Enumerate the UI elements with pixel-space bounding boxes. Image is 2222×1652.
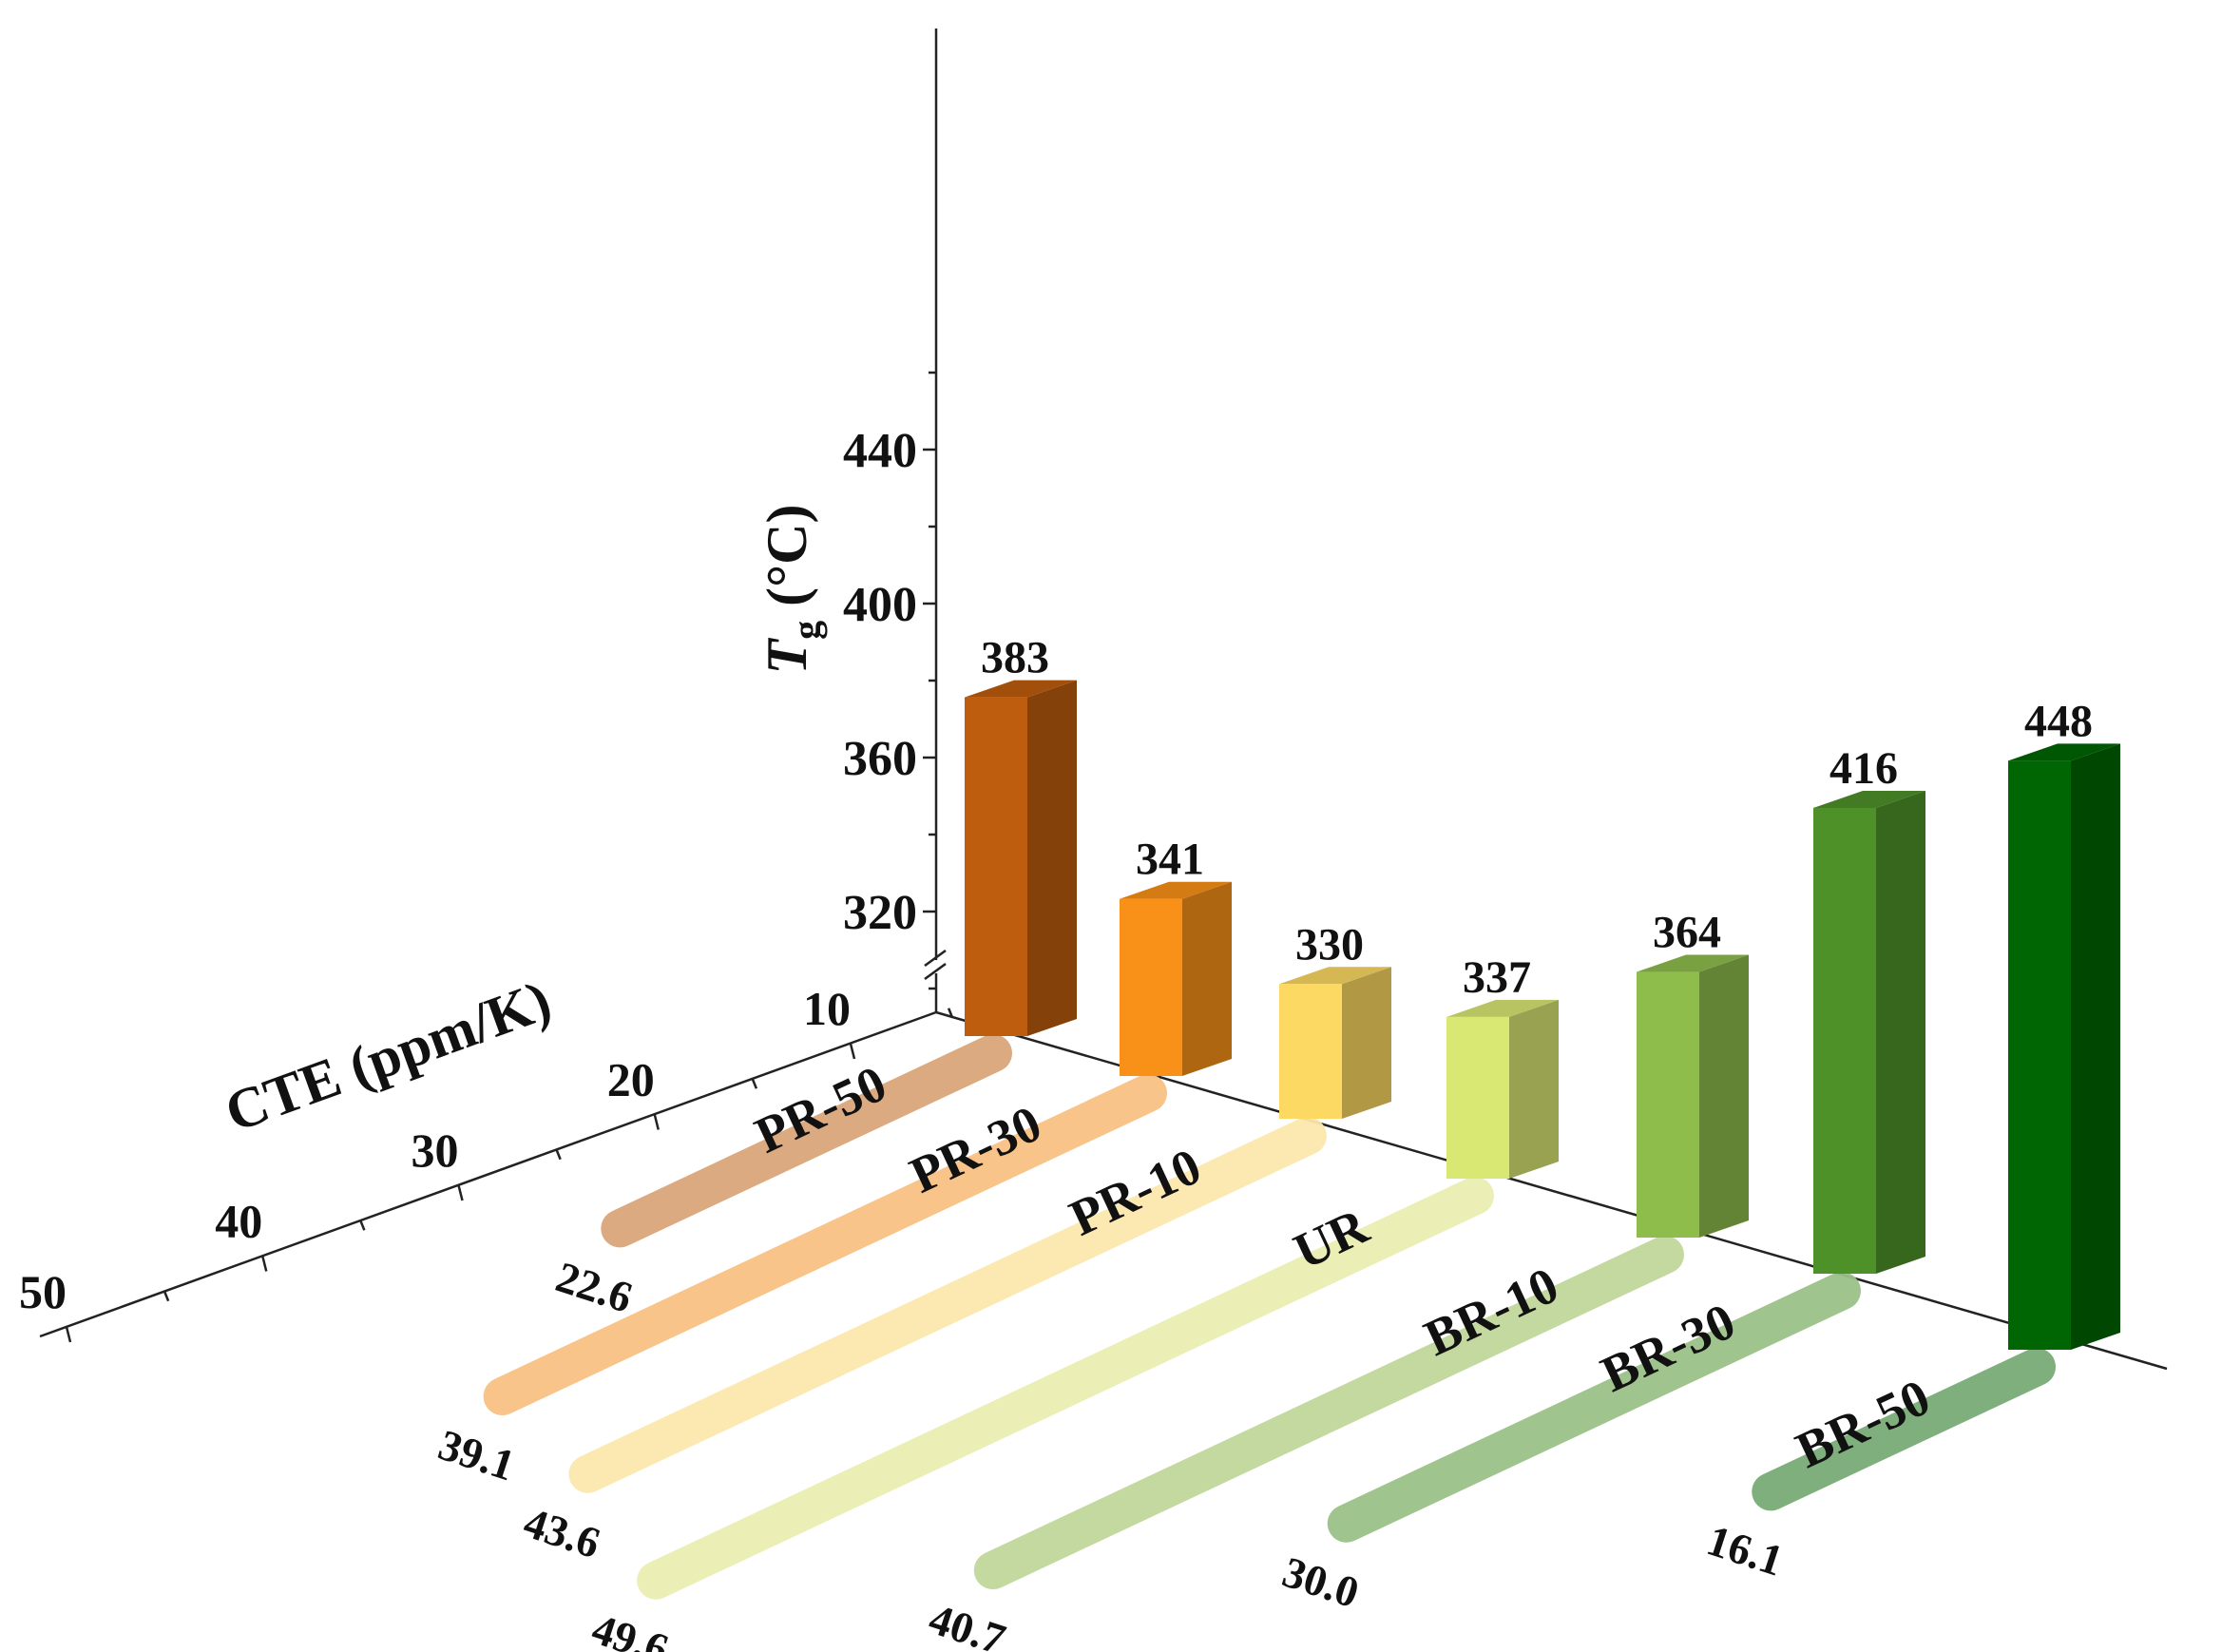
tg-value-label: 416 <box>1829 743 1898 794</box>
tg-bar <box>1120 898 1182 1076</box>
tg-bar <box>2008 760 2071 1350</box>
cte-bar <box>973 1236 1684 1590</box>
tg-tick-label: 360 <box>843 732 917 786</box>
tg-bars-group <box>965 680 2120 1350</box>
tg-bar <box>1446 1016 1509 1179</box>
tg-bar-top <box>1120 881 1232 899</box>
tg-tick-label: 400 <box>843 578 917 632</box>
tg-axis-break-mark <box>924 962 947 981</box>
cte-axis-tick <box>261 1256 268 1272</box>
tg-value-label: 448 <box>2024 696 2093 746</box>
tg-value-label: 337 <box>1463 952 1531 1003</box>
cte-axis-minor-tick <box>359 1220 366 1231</box>
cte-axis-tick <box>65 1326 72 1343</box>
tg-bar-top <box>1279 967 1391 985</box>
cte-value-label: 16.1 <box>1701 1515 1789 1585</box>
cte-axis-line <box>39 1010 937 1338</box>
cte-value-label: 43.6 <box>518 1498 605 1567</box>
cte-bar <box>1752 1348 2056 1511</box>
tg-bar <box>1279 984 1342 1119</box>
tg-axis-label-unit: (°C) <box>756 505 818 621</box>
cte-bar <box>637 1177 1494 1600</box>
cte-bar <box>1327 1272 1861 1543</box>
tg-axis-label: Tg (°C) <box>756 505 828 675</box>
cte-axis-minor-tick <box>555 1149 562 1161</box>
tg-bar-side <box>1699 954 1749 1238</box>
cte-tick-label: 10 <box>803 982 851 1035</box>
tg-bar-top <box>965 680 1077 698</box>
cte-axis-tick <box>849 1043 856 1060</box>
cte-axis-minor-tick <box>751 1078 758 1089</box>
cte-value-label: 30.0 <box>1277 1547 1365 1617</box>
cte-bar <box>601 1034 1012 1248</box>
tg-bar-side <box>1509 999 1559 1179</box>
cte-axis-tick <box>457 1184 464 1201</box>
tg-axis-break-mark <box>924 949 947 968</box>
cte-value-label: 40.7 <box>924 1594 1011 1652</box>
tg-value-label: 330 <box>1295 919 1364 970</box>
cte-axis-minor-tick <box>163 1291 170 1302</box>
tg-value-label: 341 <box>1136 835 1204 885</box>
tg-bar-top <box>1813 790 1925 808</box>
tg-value-label: 364 <box>1653 908 1721 958</box>
tg-bar-side <box>2071 743 2120 1350</box>
tg-tick-label: 440 <box>843 424 917 478</box>
tg-bar <box>1813 807 1876 1274</box>
axes-group: 320 360 400 440 10 20 30 40 50 <box>19 29 2168 1371</box>
cte-axis-tick <box>653 1114 660 1130</box>
cte-tick-label: 50 <box>19 1265 67 1318</box>
tg-bar-side <box>1027 680 1077 1036</box>
cte-axis-label: CTE (ppm/K) <box>217 969 558 1144</box>
tg-bar-side <box>1182 881 1232 1076</box>
cte-axis-minor-tick <box>947 1008 954 1019</box>
cte-tick-label: 40 <box>215 1195 262 1248</box>
tg-bar <box>1637 971 1699 1238</box>
tg-bar-top <box>1446 999 1559 1017</box>
tg-value-label: 383 <box>981 633 1049 683</box>
tg-bar-top <box>2008 743 2120 761</box>
cte-bar <box>568 1117 1327 1493</box>
cte-value-label: 22.6 <box>550 1252 638 1321</box>
cte-bars-group <box>483 1034 2056 1600</box>
cte-tick-label: 20 <box>607 1053 655 1106</box>
cte-bar <box>483 1074 1167 1416</box>
cte-value-label: 49.6 <box>586 1604 674 1652</box>
tg-bar <box>965 697 1027 1036</box>
cte-value-label: 39.1 <box>433 1420 521 1489</box>
tg-axis-label-sub: g <box>785 621 828 640</box>
tg-bar-side <box>1342 967 1391 1119</box>
tg-tick-label: 320 <box>843 886 917 940</box>
tg-axis-label-main: T <box>756 637 818 674</box>
tg-bar-side <box>1876 790 1925 1274</box>
tg-bar-top <box>1637 954 1749 972</box>
cte-tick-label: 30 <box>412 1124 459 1177</box>
